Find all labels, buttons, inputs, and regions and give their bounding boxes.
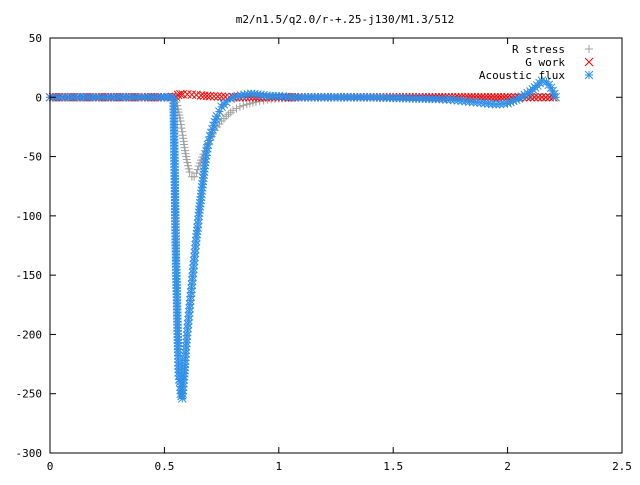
data-point [235,102,244,111]
data-point [202,91,212,101]
y-tick-label: -300 [16,447,43,460]
data-point [239,101,248,110]
data-point [221,97,231,107]
data-point [192,169,201,178]
data-point [213,92,223,101]
data-point [178,89,188,99]
y-tick-label: -250 [16,388,43,401]
x-tick-label: 1 [275,460,282,473]
plot-frame [49,37,623,454]
legend-marker [584,70,594,80]
data-point [177,124,186,133]
data-point [193,165,202,174]
data-point [176,120,185,129]
legend-label: G work [525,56,565,69]
data-point [229,106,238,115]
data-point [185,167,194,176]
series-acoustic-flux [45,76,561,403]
data-point [176,89,185,99]
data-point [533,92,543,102]
axes: 0 0.5 1 1.5 2 2.5 50 0 -50 -100 -150 -200 -250 -300 [16,32,632,473]
data-point [178,127,187,136]
data-point [217,92,226,102]
data-point [251,98,260,107]
data-point [205,91,215,101]
y-tick-label: -150 [16,269,43,282]
legend-marker [584,57,594,67]
x-tick-label: 0 [47,460,54,473]
data-point [209,91,219,101]
data-point [232,104,241,113]
data-point [520,90,530,100]
x-tick-label: 0.5 [154,460,174,473]
x-tick-label: 2.5 [612,460,632,473]
x-tick-label: 1.5 [383,460,403,473]
y-tick-label: 0 [35,91,42,104]
y-tick-label: 50 [29,32,42,45]
data-point [551,92,561,102]
y-tick-label: -100 [16,210,43,223]
data-point [537,92,547,102]
x-tick-label: 2 [504,460,511,473]
y-tick-label: -200 [16,328,43,341]
plot-area [45,76,561,403]
y-tick-label: -50 [22,151,42,164]
data-point [529,92,539,102]
chart-title: m2/n1.5/q2.0/r-+.25-j130/M1.3/512 [236,13,455,26]
legend-marker [585,45,593,53]
legend-label: Acoustic flux [479,69,565,82]
legend-label: R stress [512,43,565,56]
